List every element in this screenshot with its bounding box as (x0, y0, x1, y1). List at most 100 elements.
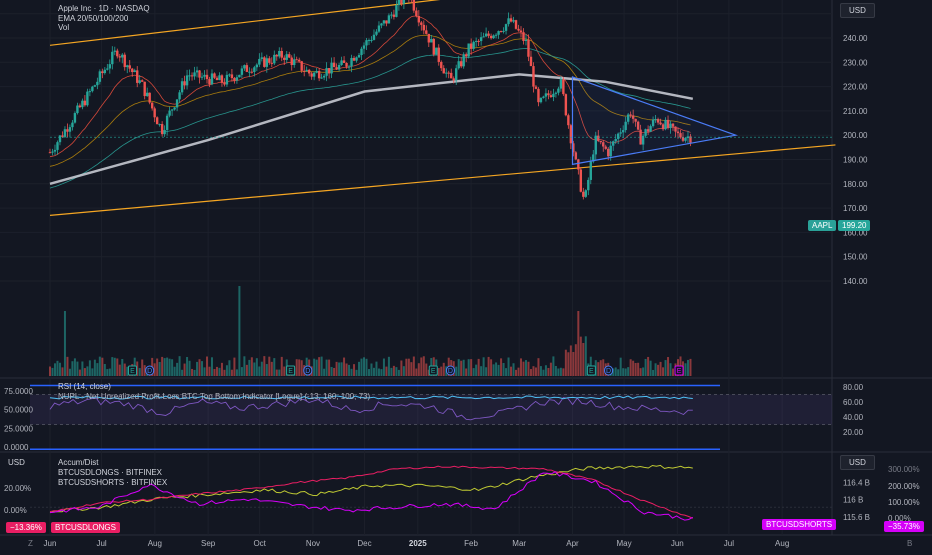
volume-bar (318, 357, 321, 376)
volume-bar (632, 360, 635, 376)
price-tick-label: 140.00 (843, 277, 868, 286)
rsi-right-tick: 80.00 (843, 383, 864, 392)
x-tick-label: Jun (44, 539, 57, 548)
ema-legend[interactable]: EMA 20/50/100/200 (58, 14, 129, 23)
volume-bar (116, 358, 119, 376)
candle-body (128, 65, 131, 69)
volume-bar (91, 368, 94, 376)
symbol-title[interactable]: Apple Inc · 1D · NASDAQ (58, 4, 150, 13)
event-marker (674, 365, 684, 376)
volume-bar (527, 361, 530, 376)
volume-bar (340, 362, 343, 376)
candle-body (589, 161, 592, 180)
volume-bar (407, 358, 410, 376)
volume-bar (507, 357, 510, 376)
volume-bar (158, 361, 161, 376)
candle-body (626, 114, 630, 122)
volume-bar (584, 336, 587, 376)
candle-body (175, 99, 179, 108)
volume-bar (360, 358, 363, 376)
volume-bar (490, 359, 493, 376)
candle-body (165, 115, 169, 130)
accum-legend[interactable]: Accum/Dist (58, 458, 99, 467)
volume-bar (475, 364, 478, 376)
volume-bar (482, 357, 485, 376)
volume-bar (669, 363, 672, 376)
candle-body (228, 74, 231, 76)
candle-body (355, 57, 358, 61)
candle-body (238, 74, 241, 78)
candle-body (337, 64, 341, 70)
candle-body (163, 129, 166, 135)
candle-body (671, 123, 675, 127)
volume-bar (392, 365, 395, 376)
candle-body (542, 96, 545, 98)
volume-bar (562, 368, 565, 376)
bottom-mid-tick: 116 B (843, 496, 863, 505)
volume-bar (559, 367, 562, 376)
candle-body (63, 129, 67, 137)
candle-body (664, 119, 667, 130)
candle-body (178, 92, 181, 100)
volume-bar (176, 362, 179, 376)
candle-body (310, 73, 313, 77)
rsi-left-tick: 75.0000 (4, 387, 33, 396)
candle-body (477, 40, 480, 42)
volume-bar (569, 345, 572, 376)
volume-bar (73, 358, 76, 376)
volume-bar (387, 356, 390, 376)
candle-body (569, 125, 573, 144)
candle-body (469, 43, 473, 49)
candle-body (116, 50, 119, 57)
bottom-currency-right[interactable]: USD (840, 455, 875, 470)
last-price-badge: 199.20 (838, 220, 871, 231)
candle-body (634, 118, 637, 122)
nupl-line (49, 395, 693, 400)
volume-bar (497, 364, 500, 376)
corner-right[interactable]: B (907, 539, 913, 548)
currency-button[interactable]: USD (840, 3, 875, 18)
volume-bar (574, 344, 577, 376)
volume-bar (524, 360, 527, 376)
candle-body (160, 124, 164, 135)
volume-bar (68, 368, 71, 376)
bottom-currency-left[interactable]: USD (8, 458, 25, 467)
longs-legend[interactable]: BTCUSDLONGS · BITFINEX (58, 468, 163, 477)
candle-body (243, 65, 246, 69)
shorts-legend[interactable]: BTCUSDSHORTS · BITFINEX (58, 478, 168, 487)
rsi-legend[interactable]: RSI (14, close) (58, 382, 111, 391)
volume-bar (71, 361, 74, 376)
candle-body (577, 159, 580, 170)
volume-bar (395, 367, 398, 376)
nupl-legend[interactable]: NUPL - Net Unrealized Profit-Loss BTC To… (58, 392, 371, 401)
event-marker-label: E (288, 368, 293, 375)
volume-bar (198, 359, 201, 376)
bottom-right-tick-partial: 300.00% (888, 465, 920, 474)
volume-bar (400, 360, 403, 376)
candle-body (322, 75, 326, 78)
candle-body (345, 62, 348, 67)
volume-bar (260, 361, 263, 376)
volume-bar (505, 368, 508, 376)
ema100-line (49, 48, 691, 189)
candle-body (482, 36, 485, 38)
volume-bar (220, 362, 223, 376)
volume-bar (542, 369, 545, 376)
candle-body (200, 76, 204, 78)
x-tick-label: Aug (775, 539, 789, 548)
volume-bar (480, 366, 483, 376)
candle-body (375, 31, 378, 35)
volume-bar (442, 362, 445, 376)
event-marker-label: E (431, 368, 436, 375)
volume-legend[interactable]: Vol (58, 23, 70, 32)
candle-body (609, 145, 612, 157)
candle-body (417, 15, 421, 23)
candle-body (437, 47, 440, 62)
candle-body (649, 126, 652, 132)
volume-bar (422, 356, 425, 376)
event-marker (127, 365, 137, 376)
event-marker (586, 365, 596, 376)
corner-left[interactable]: Z (28, 539, 33, 548)
ema50-line (49, 34, 691, 167)
